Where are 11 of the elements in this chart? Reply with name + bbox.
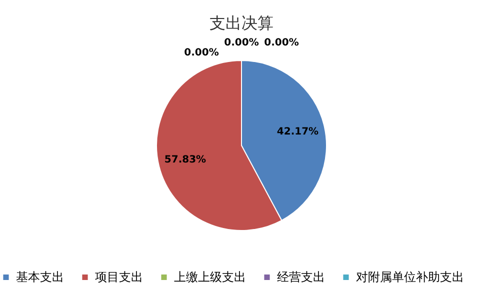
chart-title: 支出决算 [210,14,274,32]
data-label: 57.83% [164,154,206,166]
legend-label: 上缴上级支出 [174,270,246,284]
legend-label: 项目支出 [95,270,143,284]
legend-label: 对附属单位补助支出 [356,270,464,284]
data-label: 42.17% [276,126,319,138]
legend-label: 基本支出 [16,270,64,284]
text: 0.00% [264,38,299,48]
legend-label: 经营支出 [277,270,325,284]
text: 0.00% [224,38,259,48]
text: 0.00% [184,48,219,58]
